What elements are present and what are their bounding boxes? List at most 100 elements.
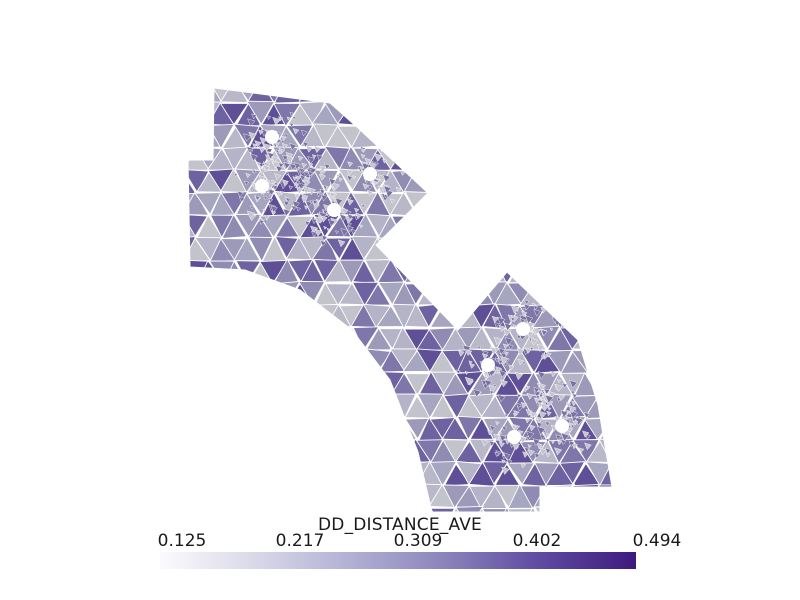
fine-mesh-cell	[335, 197, 343, 206]
mesh-cell	[545, 282, 574, 307]
mesh-cell	[195, 395, 223, 420]
mesh-cell	[690, 372, 716, 395]
mesh-cell	[326, 371, 355, 395]
mesh-cell	[625, 239, 651, 261]
mesh-cell	[403, 236, 431, 262]
fine-mesh-cell	[246, 210, 255, 219]
mesh-cell	[377, 102, 405, 125]
fine-mesh-cell	[571, 400, 577, 407]
mesh-cell	[311, 348, 339, 374]
mesh-cell	[194, 371, 223, 397]
fine-mesh-cell	[303, 176, 311, 184]
fine-mesh-cell	[311, 230, 318, 238]
mesh-cell	[456, 415, 483, 441]
mesh-cell	[188, 280, 209, 308]
fine-mesh-cell	[352, 175, 357, 180]
fine-mesh-cell	[329, 191, 336, 199]
mesh-cell	[404, 373, 431, 397]
mesh-cell	[533, 101, 562, 127]
mesh-cell	[638, 147, 664, 169]
fine-mesh-cell	[271, 155, 279, 163]
mesh-cell	[531, 146, 560, 170]
fine-mesh-cell	[532, 438, 541, 446]
mesh-cell	[651, 439, 677, 461]
fine-mesh-cell	[285, 197, 290, 202]
mesh-cell	[599, 235, 612, 261]
fine-mesh-cell	[281, 179, 289, 187]
mesh-cell	[626, 349, 652, 373]
colorbar-tick-1: 0.125	[157, 531, 207, 551]
mesh-cell	[652, 395, 675, 418]
mesh-cell	[570, 260, 600, 284]
fine-mesh-cell	[300, 129, 308, 137]
mesh-cell	[665, 125, 691, 149]
mesh-cell	[676, 237, 701, 260]
mesh-cell	[157, 484, 184, 507]
mesh-cell	[298, 485, 328, 509]
mesh-cell	[652, 194, 675, 216]
fine-mesh-cell	[528, 424, 536, 432]
mesh-cell	[336, 393, 365, 419]
mesh-cell	[429, 507, 456, 512]
fine-mesh-cell	[489, 425, 496, 432]
mesh-hole	[507, 430, 521, 444]
mesh-cell	[572, 124, 599, 148]
mesh-cell	[626, 125, 652, 146]
mesh-cell	[481, 100, 510, 125]
fine-mesh-cell	[316, 154, 324, 161]
fine-mesh-cell	[252, 169, 257, 174]
fine-mesh-cell	[525, 418, 530, 424]
fine-mesh-cell	[297, 182, 306, 191]
fine-mesh-cell	[296, 206, 301, 212]
fine-mesh-cell	[562, 382, 568, 389]
mesh-cell	[416, 124, 445, 149]
colorbar-tick-2: 0.217	[275, 531, 325, 551]
mesh-cell	[156, 372, 183, 397]
mesh-cell	[613, 126, 636, 148]
mesh-cell	[297, 88, 326, 103]
mesh-cell	[625, 284, 650, 306]
mesh-cell	[235, 327, 262, 351]
mesh-cell	[664, 372, 689, 396]
mesh-hole	[516, 322, 530, 336]
fine-mesh-cell	[516, 334, 522, 340]
fine-mesh-cell	[323, 226, 328, 230]
mesh-cell	[188, 326, 196, 350]
mesh-cell	[430, 280, 458, 308]
mesh-cell	[586, 350, 612, 373]
fine-mesh-cell	[320, 240, 327, 247]
mesh-cell	[441, 213, 469, 240]
fine-mesh-cell	[481, 353, 489, 360]
colorbar-gradient	[160, 552, 636, 569]
mesh-cell	[196, 438, 224, 463]
fine-mesh-cell	[498, 324, 506, 332]
mesh-cell	[158, 170, 182, 193]
mesh-cell	[259, 439, 290, 465]
mesh-cell	[651, 328, 676, 351]
mesh-cell	[520, 168, 548, 196]
mesh-cell	[194, 326, 222, 352]
fine-mesh-cell	[515, 402, 522, 409]
fine-mesh-cell	[494, 346, 500, 353]
fine-mesh-cell	[264, 214, 270, 221]
mesh-cell	[663, 552, 691, 577]
mesh-cell	[194, 192, 222, 216]
mesh-cell	[586, 237, 612, 261]
mesh-cell	[325, 326, 352, 352]
fine-mesh-cell	[484, 379, 493, 388]
mesh-cell	[417, 88, 444, 105]
mesh-cell	[247, 371, 275, 396]
mesh-cell	[417, 101, 446, 125]
fine-mesh-cell	[533, 387, 540, 394]
mesh-cell	[624, 440, 652, 462]
mesh-cell	[401, 88, 432, 104]
fine-mesh-cell	[560, 439, 567, 445]
mesh-cell	[532, 192, 561, 216]
fine-mesh-cell	[314, 216, 324, 225]
mesh-cell	[196, 348, 225, 374]
mesh-cell	[690, 146, 715, 170]
fine-mesh-cell	[361, 204, 366, 208]
fine-mesh-cell	[572, 393, 578, 399]
